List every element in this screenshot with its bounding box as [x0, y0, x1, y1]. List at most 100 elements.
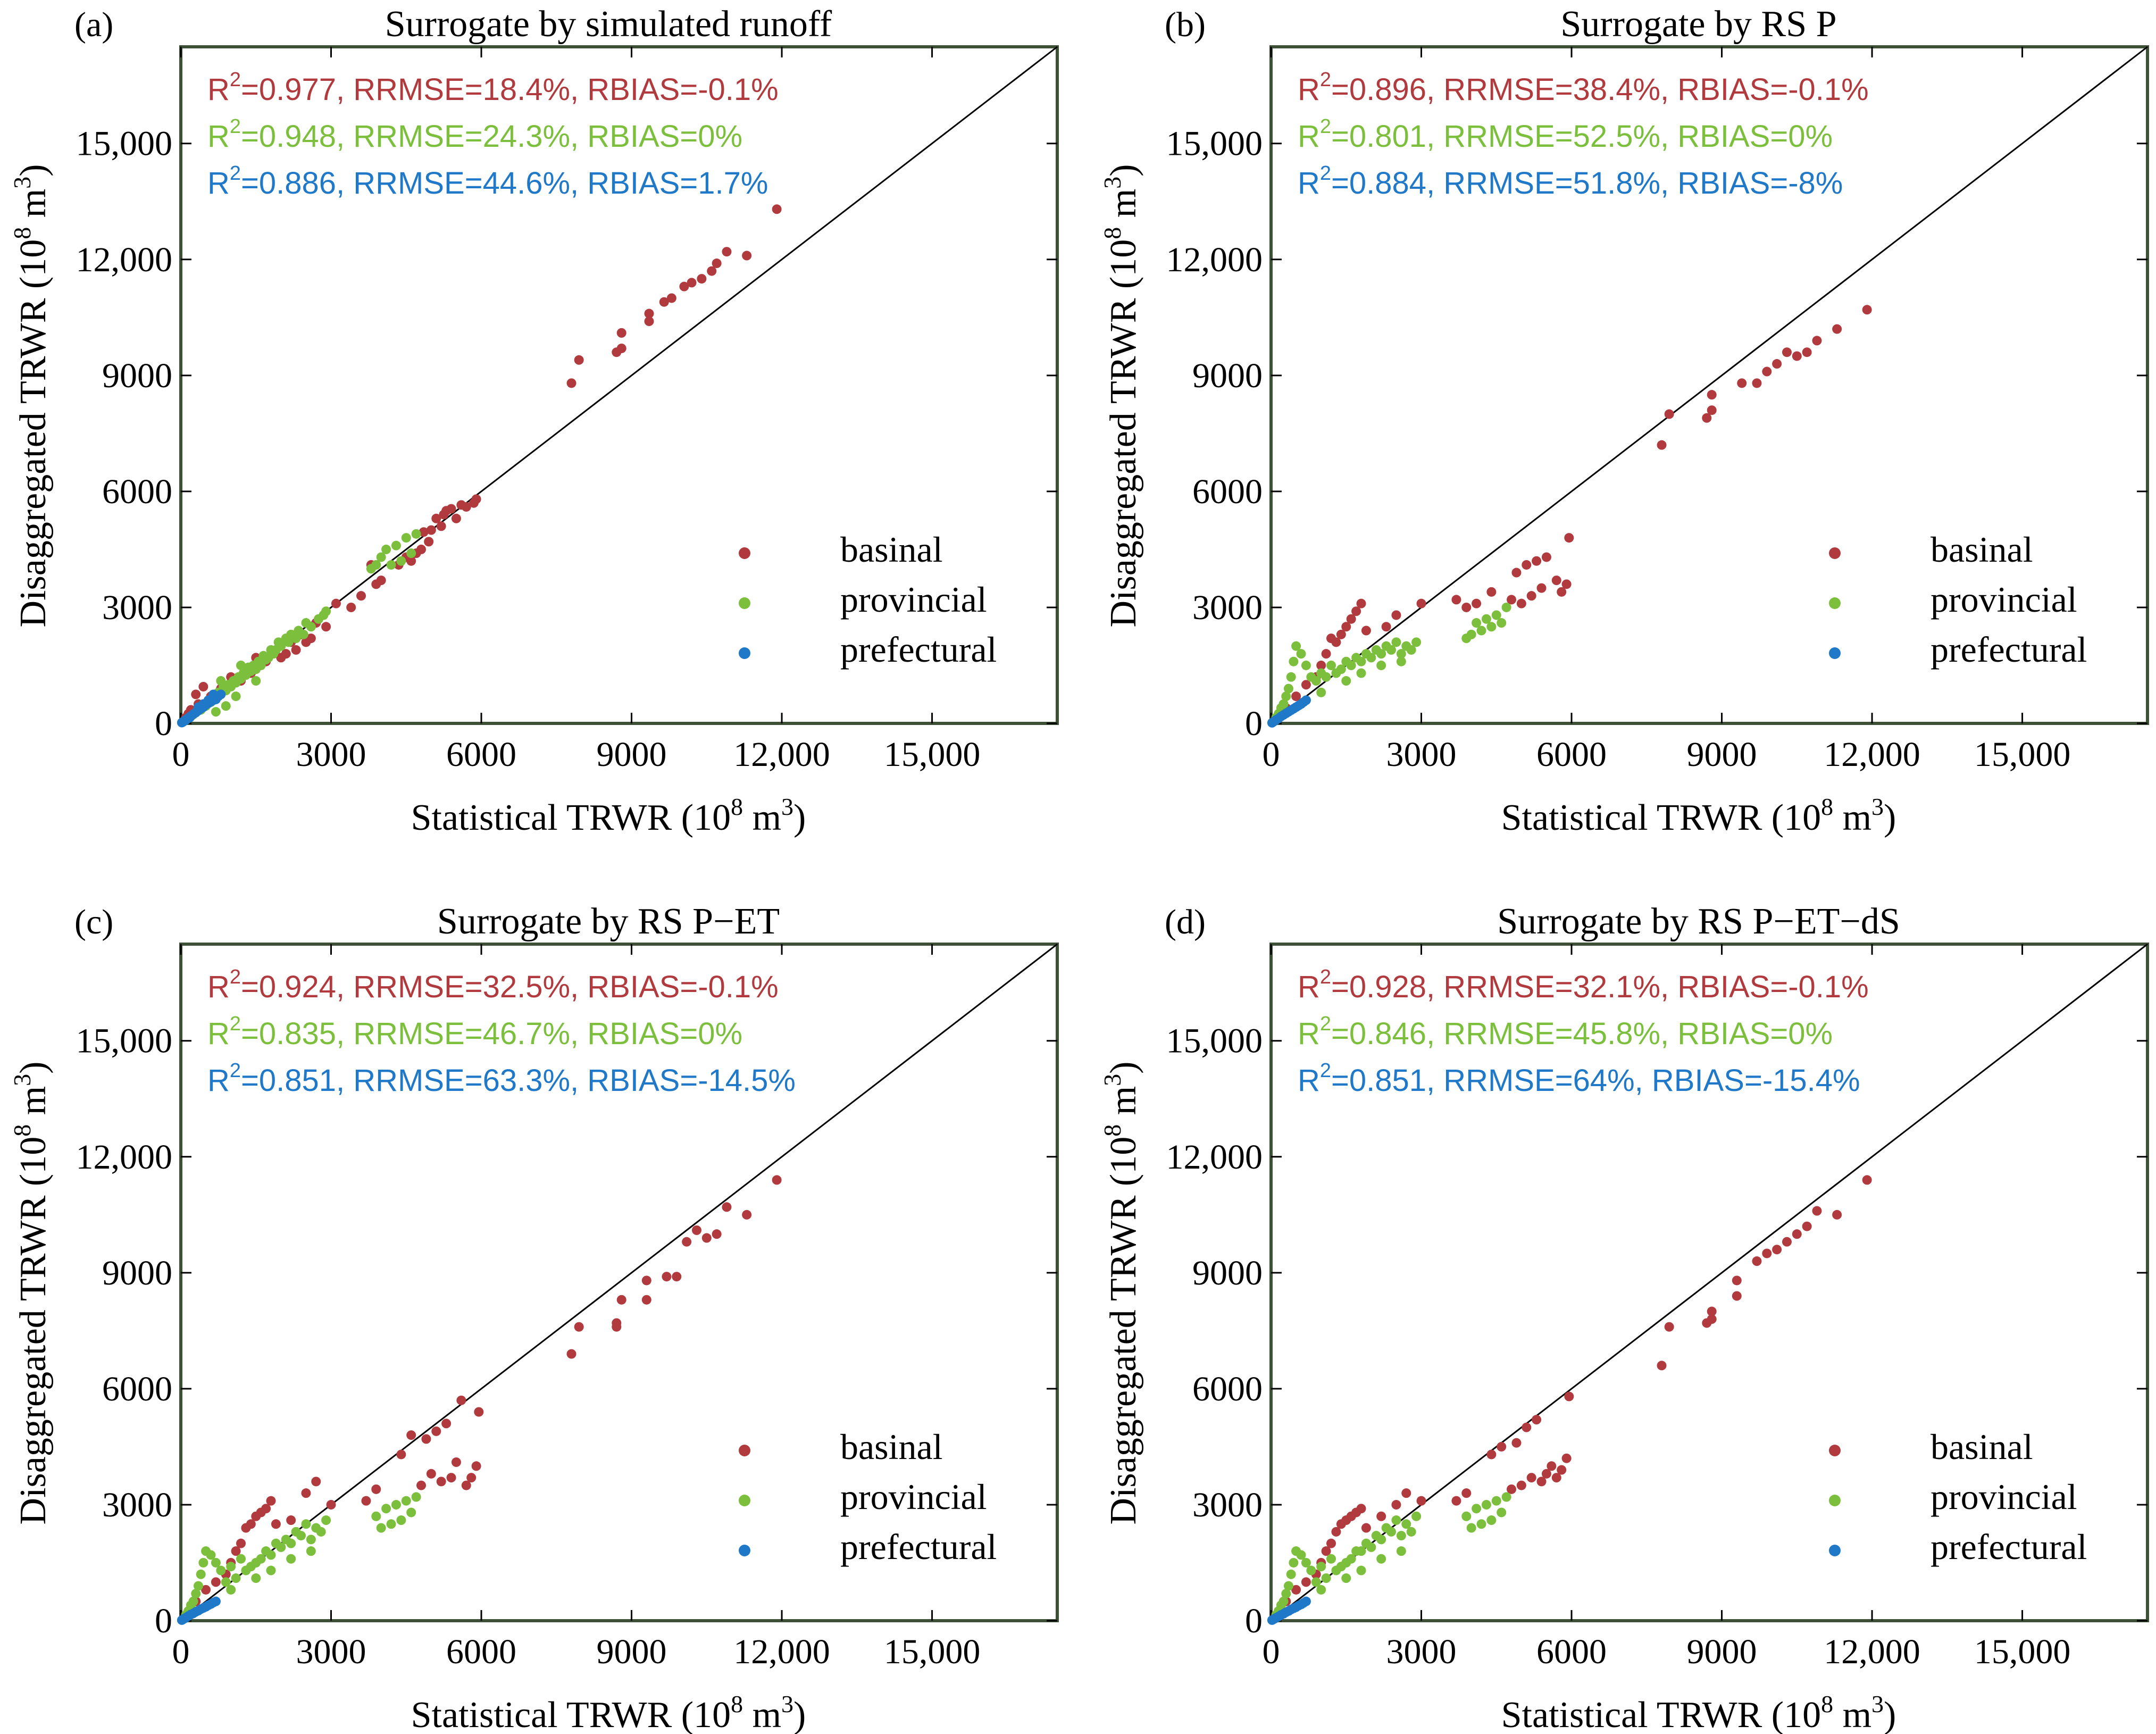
y-axis-label: Disaggregated TRWR (108 m3) [9, 164, 54, 628]
provincial-point [1472, 618, 1482, 628]
x-label-exp: 8 [731, 1690, 743, 1718]
y-label-exp: 8 [9, 227, 36, 239]
provincial-point [1476, 626, 1486, 636]
x-label-mid: m [1833, 797, 1871, 838]
y-tick-label: 15,000 [76, 124, 173, 163]
provincial-point [291, 1527, 301, 1537]
basinal-point [1532, 556, 1542, 566]
series-prefectural [177, 1596, 221, 1625]
series-basinal [183, 1175, 782, 1616]
basinal-point [644, 309, 654, 319]
y-label-mid: m [1103, 189, 1144, 227]
basinal-point [1391, 1499, 1401, 1510]
provincial-point [261, 1546, 271, 1556]
basinal-point [612, 1322, 622, 1332]
provincial-point [1331, 1565, 1341, 1575]
provincial-point [1291, 641, 1301, 651]
stats-text: =0.977, RRMSE=18.4%, RBIAS=-0.1% [241, 72, 779, 107]
basinal-point [1752, 1256, 1762, 1266]
basinal-point [1522, 1422, 1532, 1432]
basinal-point [251, 1511, 261, 1521]
y-tick-label: 9000 [102, 356, 172, 395]
basinal-point [1316, 660, 1326, 670]
stats-text: =0.896, RRMSE=38.4%, RBIAS=-0.1% [1331, 72, 1869, 107]
y-label-exp: 8 [9, 1124, 36, 1137]
provincial-point [381, 544, 391, 554]
chart-title: Surrogate by RS P [1560, 4, 1836, 45]
panel-label: (c) [74, 903, 113, 941]
basinal-point [426, 525, 436, 535]
provincial-point [236, 1554, 246, 1564]
basinal-point [1551, 576, 1561, 586]
stats-text: =0.886, RRMSE=44.6%, RBIAS=1.7% [241, 166, 768, 201]
basinal-point [691, 1225, 701, 1235]
basinal-point [1782, 1237, 1792, 1247]
basinal-point [439, 510, 449, 520]
basinal-point [466, 1473, 477, 1483]
basinal-point [1301, 1577, 1311, 1587]
x-tick-label: 6000 [1536, 735, 1607, 774]
stats-text: =0.851, RRMSE=63.3%, RBIAS=-14.5% [241, 1063, 796, 1098]
stats-text: =0.928, RRMSE=32.1%, RBIAS=-0.1% [1331, 970, 1869, 1004]
basinal-point [1451, 595, 1461, 605]
provincial-point [1281, 1589, 1291, 1599]
basinal-point [1291, 1585, 1301, 1595]
basinal-point [421, 1434, 431, 1444]
provincial-point [1361, 649, 1371, 659]
provincial-point [201, 1546, 211, 1556]
prefectural-point [177, 718, 187, 728]
x-tick-label: 9000 [597, 735, 667, 774]
provincial-point [1501, 602, 1511, 612]
basinal-point [1356, 598, 1366, 608]
legend-marker-prefectural [1829, 647, 1841, 659]
x-label-main: Statistical TRWR (10 [1501, 797, 1821, 838]
stats-basinal: R2=0.924, RRMSE=32.5%, RBIAS=-0.1% [207, 966, 779, 1004]
x-tick-label: 0 [1263, 1632, 1280, 1671]
stats-text: =0.851, RRMSE=64%, RBIAS=-15.4% [1331, 1063, 1860, 1098]
provincial-point [1396, 649, 1406, 659]
basinal-point [612, 347, 622, 357]
y-label-mid: m [13, 1086, 54, 1124]
basinal-point [1331, 1527, 1341, 1537]
basinal-point [707, 266, 717, 276]
basinal-point [1511, 1438, 1522, 1448]
provincial-point [406, 1507, 416, 1518]
basinal-point [1361, 1523, 1371, 1533]
r2-superscript: 2 [1320, 162, 1331, 185]
y-tick-label: 6000 [102, 1370, 172, 1408]
basinal-point [424, 537, 434, 547]
stats-text: =0.835, RRMSE=46.7%, RBIAS=0% [241, 1016, 742, 1051]
basinal-point [266, 1496, 276, 1506]
one-to-one-line [1271, 943, 2148, 1622]
basinal-point [1832, 1210, 1842, 1220]
y-axis-label: Disaggregated TRWR (108 m3) [1099, 164, 1144, 628]
provincial-point [1466, 1523, 1476, 1533]
x-label-exp2: 3 [1871, 1690, 1884, 1718]
basinal-point [641, 1295, 651, 1305]
basinal-point [722, 1202, 732, 1212]
basinal-point [1301, 680, 1311, 690]
basinal-point [1737, 378, 1747, 388]
basinal-point [1391, 610, 1401, 620]
provincial-point [231, 1573, 241, 1583]
r2-superscript: 2 [230, 115, 241, 138]
stats-prefectural: R2=0.851, RRMSE=64%, RBIAS=-15.4% [1298, 1060, 1860, 1098]
provincial-point [216, 676, 226, 686]
provincial-point [281, 1535, 291, 1545]
y-label-mid: m [13, 189, 54, 227]
provincial-point [1316, 1562, 1326, 1572]
y-label-main: Disaggregated TRWR (10 [1103, 239, 1144, 628]
stats-prefectural: R2=0.886, RRMSE=44.6%, RBIAS=1.7% [207, 162, 768, 201]
basinal-point [231, 1546, 241, 1556]
chart-title: Surrogate by simulated runoff [385, 4, 832, 45]
provincial-point [1351, 1546, 1361, 1556]
basinal-point [1497, 1441, 1507, 1452]
y-tick-label: 6000 [1192, 1370, 1263, 1408]
series-prefectural [1267, 695, 1311, 728]
basinal-point [1862, 305, 1872, 315]
basinal-point [1416, 598, 1426, 608]
series-basinal [1274, 305, 1872, 721]
basinal-point [198, 681, 208, 691]
provincial-point [1311, 1577, 1321, 1587]
legend-marker-prefectural [1829, 1545, 1841, 1556]
